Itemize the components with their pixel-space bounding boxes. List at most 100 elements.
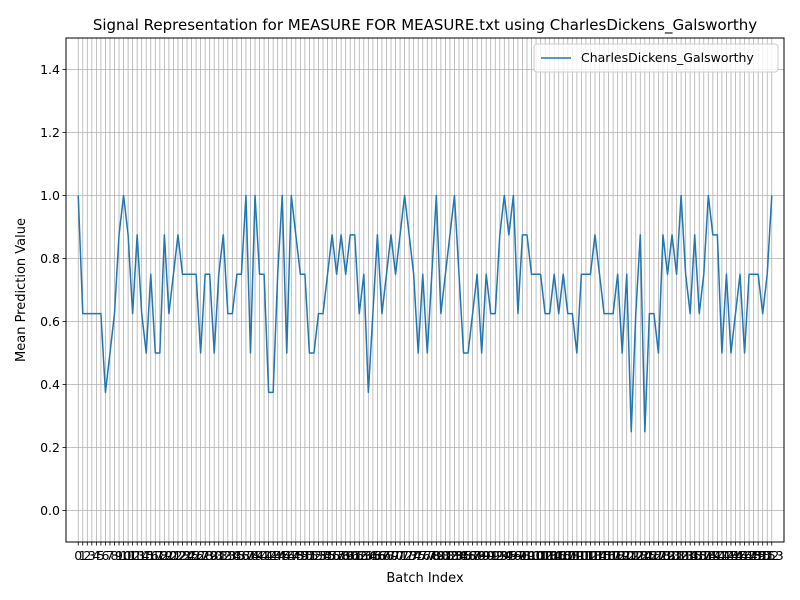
x-tick-label: 137: [687, 548, 711, 563]
x-tick-label: 23: [175, 548, 191, 563]
x-tick-label: 79: [428, 548, 444, 563]
x-tick-label: 70: [388, 548, 404, 563]
x-tick-label: 120: [610, 548, 634, 563]
x-tick-label: 103: [533, 548, 557, 563]
x-tick-label: 126: [637, 548, 661, 563]
x-tick-label: 8: [111, 548, 119, 563]
x-tick-label: 2: [83, 548, 91, 563]
x-tick-label: 87: [465, 548, 481, 563]
legend-box: [533, 43, 779, 73]
x-tick-label: 52: [306, 548, 322, 563]
x-tick-label: 40: [252, 548, 268, 563]
x-tick-label: 94: [496, 548, 512, 563]
x-tick-label: 82: [442, 548, 458, 563]
x-tick-label: 22: [170, 548, 186, 563]
x-tick-label: 127: [642, 548, 666, 563]
x-tick-label: 9: [115, 548, 123, 563]
x-tick-label: 25: [184, 548, 200, 563]
x-tick-label: 110: [565, 548, 589, 563]
x-tick-label: 34: [224, 548, 240, 563]
x-tick-label: 60: [342, 548, 358, 563]
x-tick-label: 107: [551, 548, 575, 563]
x-axis-ticks: 0123456789101112131415161718192021222324…: [74, 542, 784, 563]
x-tick-label: 131: [660, 548, 684, 563]
x-tick-label: 129: [651, 548, 675, 563]
x-tick-label: 116: [592, 548, 616, 563]
x-tick-label: 123: [624, 548, 648, 563]
x-tick-label: 32: [215, 548, 231, 563]
x-tick-label: 88: [469, 548, 485, 563]
x-tick-label: 26: [188, 548, 204, 563]
x-tick-label: 146: [728, 548, 752, 563]
x-tick-label: 100: [520, 548, 544, 563]
x-tick-label: 30: [206, 548, 222, 563]
x-tick-label: 44: [270, 548, 286, 563]
x-tick-label: 95: [501, 548, 517, 563]
x-tick-label: 80: [433, 548, 449, 563]
x-tick-label: 1: [79, 548, 87, 563]
chart-title: Signal Representation for MEASURE FOR ME…: [93, 16, 757, 35]
y-axis-ticks: 0.0 0.2 0.4 0.6 0.8 1.0 1.2 1.4: [40, 62, 66, 518]
x-tick-label: 84: [451, 548, 467, 563]
x-tick-label: 38: [243, 548, 259, 563]
x-tick-label: 21: [165, 548, 181, 563]
x-tick-label: 117: [597, 548, 621, 563]
x-tick-label: 14: [134, 548, 150, 563]
x-tick-label: 37: [238, 548, 254, 563]
x-tick-label: 152: [755, 548, 779, 563]
x-tick-label: 141: [705, 548, 729, 563]
x-tick-label: 97: [510, 548, 526, 563]
x-tick-label: 66: [369, 548, 385, 563]
series-line-0: [77, 194, 773, 433]
x-tick-label: 101: [524, 548, 548, 563]
x-tick-label: 90: [478, 548, 494, 563]
x-tick-label: 3: [88, 548, 96, 563]
x-tick-label: 54: [315, 548, 331, 563]
x-tick-label: 45: [274, 548, 290, 563]
x-tick-label: 128: [647, 548, 671, 563]
x-tick-label: 53: [311, 548, 327, 563]
y-tick-label: 0.2: [40, 440, 60, 455]
y-tick-label: 0.6: [40, 314, 60, 329]
x-tick-label: 4: [92, 548, 100, 563]
x-tick-label: 72: [397, 548, 413, 563]
x-tick-label: 81: [437, 548, 453, 563]
x-tick-label: 75: [410, 548, 426, 563]
x-tick-label: 13: [129, 548, 145, 563]
x-tick-label: 0: [74, 548, 82, 563]
x-tick-label: 20: [161, 548, 177, 563]
x-tick-label: 132: [665, 548, 689, 563]
x-tick-label: 61: [347, 548, 363, 563]
x-tick-label: 92: [487, 548, 503, 563]
x-tick-label: 147: [733, 548, 757, 563]
x-tick-label: 130: [656, 548, 680, 563]
y-tick-label: 0.4: [40, 377, 60, 392]
x-tick-label: 28: [197, 548, 213, 563]
x-tick-label: 134: [674, 548, 698, 563]
legend: CharlesDickens_Galsworthy: [533, 43, 779, 73]
y-tick-label: 1.4: [40, 62, 60, 77]
x-tick-label: 105: [542, 548, 566, 563]
x-tick-label: 67: [374, 548, 390, 563]
x-tick-label: 29: [202, 548, 218, 563]
x-tick-label: 50: [297, 548, 313, 563]
x-tick-label: 150: [746, 548, 770, 563]
x-tick-label: 112: [574, 548, 598, 563]
x-tick-label: 145: [724, 548, 748, 563]
x-tick-label: 149: [742, 548, 766, 563]
x-tick-label: 46: [279, 548, 295, 563]
x-tick-label: 19: [156, 548, 172, 563]
y-tick-label: 0.0: [40, 503, 60, 518]
x-tick-label: 42: [261, 548, 277, 563]
x-tick-label: 15: [138, 548, 154, 563]
x-tick-label: 56: [324, 548, 340, 563]
x-tick-label: 118: [601, 548, 625, 563]
y-tick-label: 1.0: [40, 188, 60, 203]
x-tick-label: 5: [97, 548, 105, 563]
x-tick-label: 12: [125, 548, 141, 563]
x-tick-label: 108: [556, 548, 580, 563]
x-tick-label: 139: [696, 548, 720, 563]
x-tick-label: 77: [419, 548, 435, 563]
x-tick-label: 140: [701, 548, 725, 563]
